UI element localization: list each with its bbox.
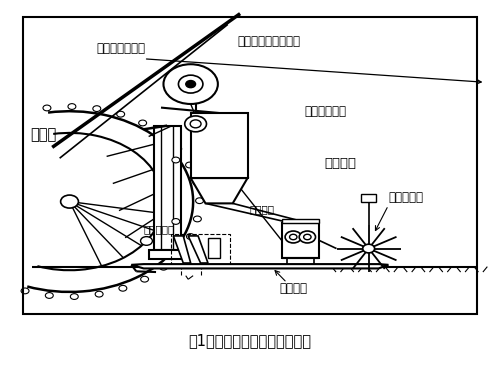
Circle shape [164,64,218,104]
Circle shape [285,231,302,243]
Text: 押込み羽根: 押込み羽根 [388,192,424,204]
Text: シードテープ: シードテープ [304,105,346,118]
Polygon shape [132,264,388,268]
Polygon shape [174,236,190,263]
Circle shape [190,120,201,128]
Text: 慣行苗用苗載台: 慣行苗用苗載台 [96,42,146,55]
Circle shape [184,116,206,132]
Bar [282,223,319,258]
Text: 播種装置: 播種装置 [324,157,356,170]
Bar [282,219,319,223]
Circle shape [60,195,78,208]
Text: カッター部: カッター部 [144,224,175,234]
Circle shape [299,231,316,243]
Circle shape [304,234,311,240]
Text: 繰出し部: 繰出し部 [250,204,275,214]
Text: フロート: フロート [280,282,307,295]
Bar [22,17,477,314]
Bar [190,113,248,178]
Bar [171,234,230,265]
Text: 田植機: 田植機 [30,127,56,142]
Bar [361,195,376,201]
Polygon shape [190,178,248,203]
Circle shape [140,237,152,245]
Bar [148,250,186,259]
Text: シードテープホルダ: シードテープホルダ [238,35,300,48]
Circle shape [186,80,196,88]
Text: 図1　湛水直播時の繰出し装置: 図1 湛水直播時の繰出し装置 [188,333,312,348]
Circle shape [172,219,180,224]
Bar [208,238,220,258]
Circle shape [172,157,180,163]
Polygon shape [188,236,208,263]
Circle shape [362,244,374,253]
Bar [154,126,181,250]
Circle shape [178,75,203,93]
Circle shape [290,234,297,240]
